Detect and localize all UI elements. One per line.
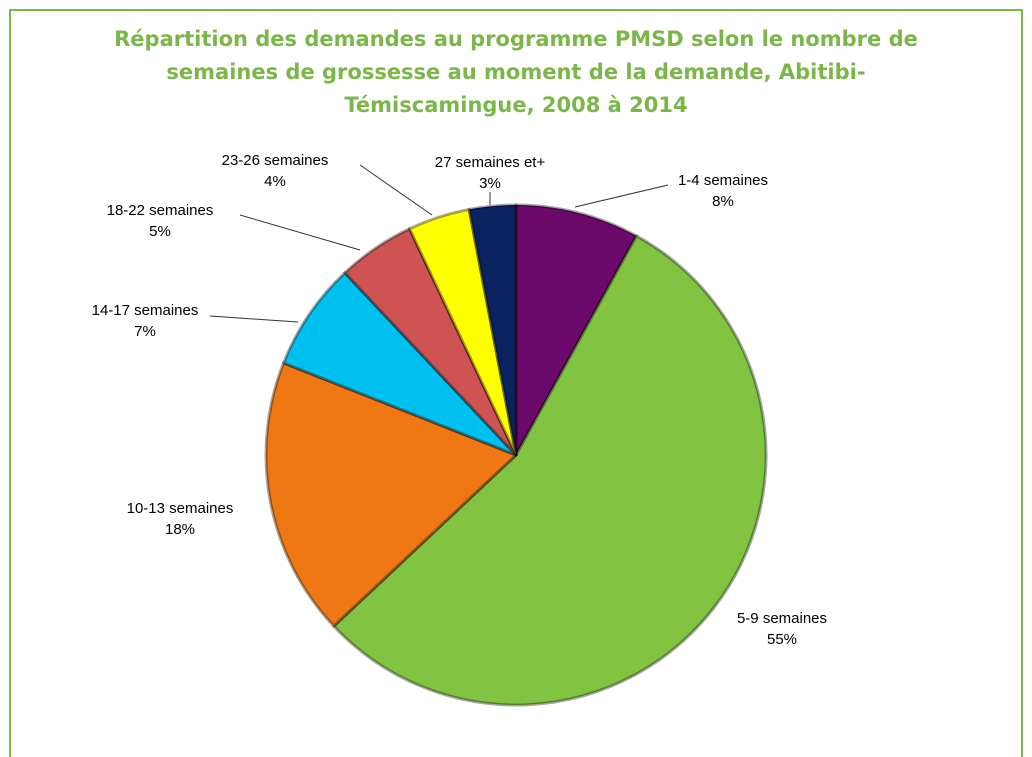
chart-title: Répartition des demandes au programme PM…	[114, 27, 918, 51]
slice-value-label: 5%	[149, 223, 171, 240]
frame	[9, 9, 1023, 757]
pie-slice	[264, 361, 518, 628]
pie-slice	[408, 207, 518, 457]
slice-category: 5-9 semaines	[737, 610, 827, 627]
slice-category: 1-4 semaines	[678, 172, 768, 189]
slice-value-label: 4%	[264, 173, 286, 190]
slice-value-label: 7%	[134, 323, 156, 340]
pie-slice	[332, 234, 768, 707]
pie-slice	[282, 271, 518, 457]
slice-category: 27 semaines et+	[435, 154, 546, 171]
leader-line	[239, 214, 361, 251]
leader-line	[574, 184, 669, 208]
slice-value-label: 55%	[767, 631, 797, 648]
slice-category: 18-22 semaines	[107, 202, 214, 219]
chart-title: Témiscamingue, 2008 à 2014	[344, 93, 687, 117]
pie-slice	[514, 203, 638, 457]
pie-slice	[467, 203, 518, 457]
leader-line	[209, 315, 299, 323]
slice-value-label: 8%	[712, 193, 734, 210]
slice-value-label: 18%	[165, 521, 195, 538]
slice-category: 14-17 semaines	[92, 302, 199, 319]
slice-value-label: 3%	[479, 175, 501, 192]
slice-category: 23-26 semaines	[222, 152, 329, 169]
chart-title: semaines de grossesse au moment de la de…	[166, 60, 865, 84]
leader-line	[359, 164, 433, 216]
slice-category: 10-13 semaines	[127, 500, 234, 517]
pie-slice	[343, 227, 518, 457]
